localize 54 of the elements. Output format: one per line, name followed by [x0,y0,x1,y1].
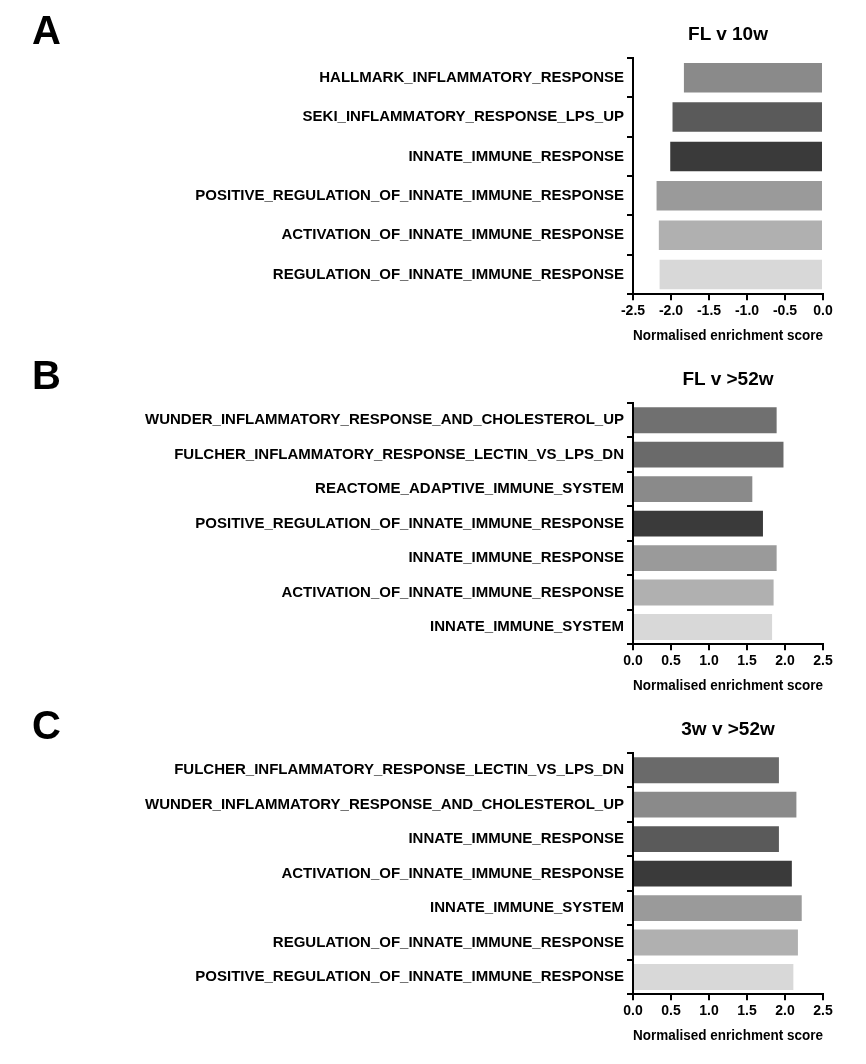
y-tick-label: FULCHER_INFLAMMATORY_RESPONSE_LECTIN_VS_LPS_DN [174,444,624,462]
x-tick-label: 2.0 [775,652,795,669]
bar [634,441,784,468]
y-tick-label: INNATE_IMMUNE_RESPONSE [408,548,624,566]
x-tick-label: 2.5 [813,1002,833,1019]
chart-title: FL v >52w [682,367,774,389]
y-tick-label: SEKI_INFLAMMATORY_RESPONSE_LPS_UP [302,107,624,125]
x-tick-label: -1.5 [696,302,722,319]
y-tick-label: INNATE_IMMUNE_RESPONSE [408,829,624,847]
x-axis-title: Normalised enrichment score [633,676,823,694]
y-tick-label: ACTIVATION_OF_INNATE_IMMUNE_RESPONSE [281,582,624,600]
chart-title: FL v 10w [688,22,769,44]
y-tick-label: INNATE_IMMUNE_SYSTEM [430,617,624,635]
y-tick-label: REACTOME_ADAPTIVE_IMMUNE_SYSTEM [315,479,624,497]
x-tick-label: 0.0 [623,1002,643,1019]
bar [634,579,774,606]
x-tick-label: -1.0 [734,302,760,319]
y-tick-label: ACTIVATION_OF_INNATE_IMMUNE_RESPONSE [281,225,624,243]
bar [634,476,753,503]
x-tick-label: -0.5 [772,302,798,319]
y-tick-label: INNATE_IMMUNE_RESPONSE [408,146,624,164]
x-axis-title: Normalised enrichment score [633,1026,823,1044]
y-tick-label: WUNDER_INFLAMMATORY_RESPONSE_AND_CHOLESTEROL_UP [145,794,624,812]
x-axis-title: Normalised enrichment score [633,326,823,344]
bar [634,510,763,537]
x-tick-label: 0.5 [661,652,681,669]
y-tick-label: POSITIVE_REGULATION_OF_INNATE_IMMUNE_RESPONSE [195,513,624,531]
chart-title: 3w v >52w [681,717,775,739]
y-tick-label: HALLMARK_INFLAMMATORY_RESPONSE [319,67,624,85]
y-tick-label: FULCHER_INFLAMMATORY_RESPONSE_LECTIN_VS_LPS_DN [174,760,624,778]
y-tick-label: POSITIVE_REGULATION_OF_INNATE_IMMUNE_RESPONSE [195,967,624,985]
text: A [32,8,61,53]
y-tick-label: REGULATION_OF_INNATE_IMMUNE_RESPONSE [272,264,624,282]
bar [634,614,773,640]
y-tick-label: REGULATION_OF_INNATE_IMMUNE_RESPONSE [272,932,624,950]
bar [634,407,777,434]
x-tick-label: 1.5 [737,652,757,669]
y-tick-label: ACTIVATION_OF_INNATE_IMMUNE_RESPONSE [281,863,624,881]
x-tick-label: -2.0 [658,302,684,319]
y-tick-label: INNATE_IMMUNE_SYSTEM [430,898,624,916]
x-tick-label: 2.0 [775,1002,795,1019]
x-tick-label: 0.5 [661,1002,681,1019]
bar [634,545,777,571]
y-tick-label: POSITIVE_REGULATION_OF_INNATE_IMMUNE_RESPONSE [195,185,624,203]
text: C [32,703,61,748]
x-tick-label: 1.5 [737,1002,757,1019]
x-tick-label: 0.0 [623,652,643,669]
x-tick-label: 0.0 [813,302,833,319]
x-tick-label: 1.0 [699,652,719,669]
y-tick-label: WUNDER_INFLAMMATORY_RESPONSE_AND_CHOLESTEROL_UP [145,410,624,428]
x-tick-label: -2.5 [620,302,646,319]
x-tick-label: 2.5 [813,652,833,669]
text: B [32,353,61,398]
x-tick-label: 1.0 [699,1002,719,1019]
